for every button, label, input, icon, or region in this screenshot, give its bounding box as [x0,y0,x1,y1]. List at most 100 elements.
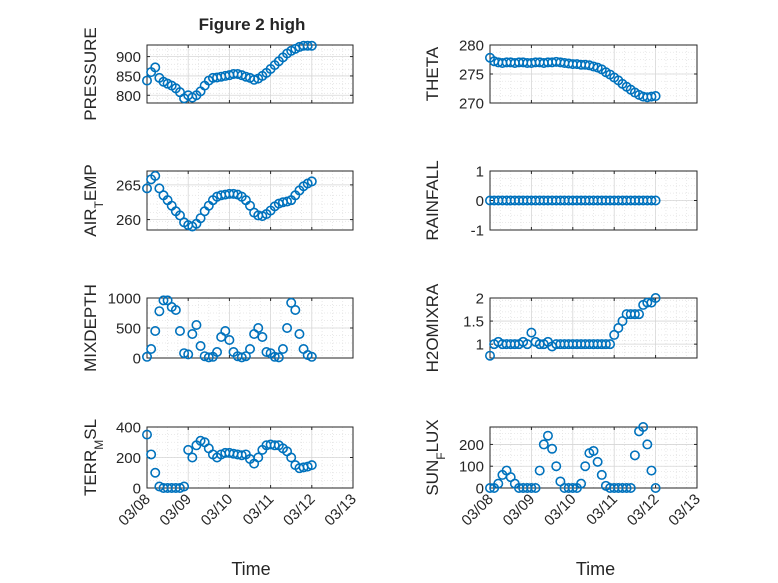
data-point [158,295,169,306]
y-tick-label: 200 [459,437,484,454]
data-point [277,343,288,354]
data-point [179,481,190,492]
data-point [484,482,495,493]
data-point [294,328,305,339]
data-point [236,450,247,461]
y-tick-label: 2 [476,291,484,308]
grid-lines [489,427,698,489]
data-point [195,340,206,351]
data-point [187,328,198,339]
data-point [588,61,599,72]
data-point [580,461,591,472]
data-point [638,421,649,432]
data-point [269,440,280,451]
data-point [203,352,214,363]
data-series-terr-msl [142,429,317,493]
data-point [592,456,603,467]
data-point [261,346,272,357]
subplot-air-temp: 260 265 AIRTEMP [81,164,354,237]
data-point [538,439,549,450]
data-point [220,325,231,336]
data-point [249,74,260,85]
data-point [551,461,562,472]
data-point [150,467,161,478]
data-point [240,71,251,82]
data-point [526,482,537,493]
y-axis-label: THETA [423,46,442,101]
subplot-grid: 800 850 900 PRESSURE 270 275 280 THETA 260 265 AIR… [81,27,704,579]
data-point [306,351,317,362]
y-tick-label: 200 [116,450,141,467]
data-point [646,465,657,476]
data-point [142,429,153,440]
y-axis-label: PRESSURE [81,27,100,121]
data-point [629,450,640,461]
y-tick-label: 900 [116,49,141,66]
data-point [150,170,161,181]
y-axis-label: RAINFALL [423,160,442,240]
data-point [174,325,185,336]
y-axis-label: AIRTEMP [81,164,106,237]
data-point [245,343,256,354]
y-tick-label: 850 [116,68,141,85]
subplot-theta: 270 275 280 THETA [423,38,698,113]
data-point [302,40,313,51]
y-tick-label: 0 [476,193,484,210]
y-tick-label: 275 [459,67,484,84]
data-point [142,351,153,362]
data-point [530,482,541,493]
data-point [236,352,247,363]
data-point [212,346,223,357]
data-point [146,449,157,460]
data-point [650,292,661,303]
data-point [253,322,264,333]
data-point [142,183,153,194]
data-point [605,339,616,350]
subplot-mixdepth: 0 500 1000 MIXDEPTH [81,284,354,372]
data-point [306,176,317,187]
y-tick-label: -1 [471,223,484,240]
data-point [142,75,153,86]
x-axis-label: Time [231,559,270,579]
data-point [269,351,280,362]
data-point [526,327,537,338]
data-point [179,348,190,359]
data-point [642,297,653,308]
data-point [629,309,640,320]
data-point [646,91,657,102]
data-point [286,297,297,308]
data-point [224,334,235,345]
axes-box [489,297,698,359]
data-point [642,439,653,450]
data-point [547,443,558,454]
data-series-mixdepth [142,295,317,363]
y-axis-label: SUNFLUX [423,419,448,495]
subplot-pressure: 800 850 900 PRESSURE [81,27,354,121]
data-point [253,452,264,463]
data-series-air-temp [142,170,317,232]
axes-box [489,426,698,489]
data-series-h2omixra [484,292,661,361]
y-tick-label: 1 [476,164,484,181]
data-point [150,62,161,73]
y-tick-label: 100 [459,459,484,476]
data-point [646,195,657,206]
data-point [240,351,251,362]
data-point [191,319,202,330]
data-point [282,322,293,333]
data-series-sun-flux [484,421,661,493]
data-point [150,325,161,336]
y-tick-label: 265 [116,177,141,194]
data-point [183,349,194,360]
y-tick-label: 500 [116,321,141,338]
y-tick-label: 0 [133,481,141,498]
data-point [170,304,181,315]
data-point [306,460,317,471]
data-point [257,331,268,342]
x-axis-label: Time [576,559,615,579]
data-point [588,445,599,456]
y-tick-label: 1000 [108,291,141,308]
data-point [290,304,301,315]
data-point [621,482,632,493]
